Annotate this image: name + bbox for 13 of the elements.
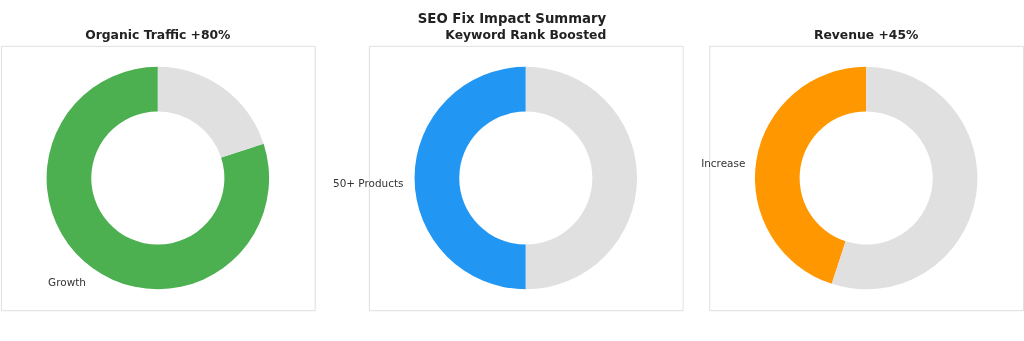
donut-slice bbox=[831, 66, 978, 290]
donut-slice bbox=[46, 66, 269, 290]
slice-label: 50+ Products bbox=[333, 176, 404, 189]
text: SEO Fix Impact Summary bbox=[417, 10, 607, 26]
slice-label: Increase bbox=[701, 157, 746, 170]
donut-slice bbox=[414, 66, 526, 290]
donut-slice bbox=[157, 66, 264, 158]
chart-title: Organic Traffic +80% bbox=[85, 28, 231, 43]
donut-slice bbox=[525, 66, 637, 290]
donut-slice bbox=[754, 66, 867, 284]
chart-title: Keyword Rank Boosted bbox=[445, 28, 607, 43]
slice-label: Growth bbox=[48, 275, 86, 288]
chart-title: Revenue +45% bbox=[813, 28, 919, 43]
